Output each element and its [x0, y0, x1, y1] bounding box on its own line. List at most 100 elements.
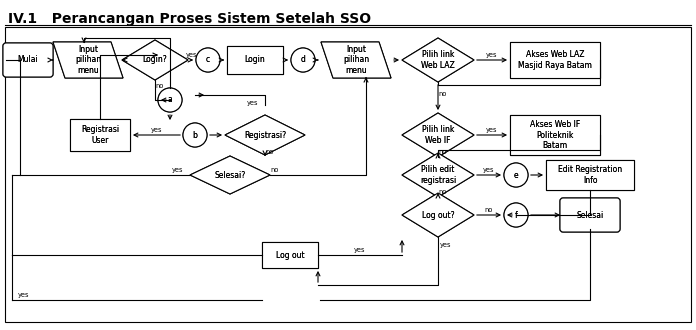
Text: e: e: [514, 171, 519, 180]
Polygon shape: [402, 153, 474, 197]
Circle shape: [291, 48, 315, 72]
Polygon shape: [321, 42, 391, 78]
Text: no: no: [485, 207, 493, 213]
Text: Pilih link
Web IF: Pilih link Web IF: [422, 125, 454, 145]
Text: Input
pilihan
menu: Input pilihan menu: [343, 45, 369, 75]
Bar: [510, 42, 600, 78]
Text: Registrasi?: Registrasi?: [244, 130, 286, 140]
Bar: [227, 46, 283, 74]
Bar: [510, 115, 600, 155]
Text: Log out?: Log out?: [422, 211, 454, 219]
Circle shape: [504, 163, 528, 187]
Text: no: no: [156, 83, 164, 89]
Text: Login: Login: [244, 55, 265, 64]
Text: Akses Web LAZ
Masjid Raya Batam: Akses Web LAZ Masjid Raya Batam: [518, 50, 592, 70]
Polygon shape: [122, 40, 188, 80]
Bar: [70, 119, 130, 151]
Text: c: c: [206, 55, 210, 64]
Text: Selesai?: Selesai?: [214, 171, 246, 180]
Text: no: no: [438, 189, 448, 195]
Text: yes: yes: [487, 127, 498, 133]
Text: a: a: [168, 95, 173, 105]
Text: Registrasi
User: Registrasi User: [81, 125, 119, 145]
Text: Mulai: Mulai: [17, 55, 38, 64]
Polygon shape: [402, 113, 474, 157]
Text: no: no: [438, 149, 448, 155]
Polygon shape: [225, 115, 305, 155]
Text: Input
pilihan
menu: Input pilihan menu: [343, 45, 369, 75]
Text: yes: yes: [487, 52, 498, 58]
Polygon shape: [190, 156, 270, 194]
Text: d: d: [301, 55, 306, 64]
Text: no: no: [266, 149, 274, 155]
Text: Registrasi?: Registrasi?: [244, 130, 286, 140]
Text: b: b: [193, 130, 198, 140]
Bar: [510, 42, 600, 78]
Text: yes: yes: [151, 127, 162, 133]
Text: Login?: Login?: [143, 55, 167, 64]
Text: Input
pilihan
menu: Input pilihan menu: [75, 45, 101, 75]
Circle shape: [196, 48, 220, 72]
Text: yes: yes: [247, 100, 259, 106]
Text: f: f: [514, 211, 517, 219]
Text: yes: yes: [187, 52, 198, 58]
Bar: [262, 242, 318, 268]
Text: Akses Web IF
Politeknik
Batam: Akses Web IF Politeknik Batam: [530, 120, 580, 150]
Text: Akses Web IF
Politeknik
Batam: Akses Web IF Politeknik Batam: [530, 120, 580, 150]
FancyBboxPatch shape: [560, 198, 620, 232]
FancyBboxPatch shape: [3, 43, 53, 77]
Text: Log out: Log out: [276, 250, 304, 259]
Text: Pilih link
Web IF: Pilih link Web IF: [422, 125, 454, 145]
Text: Input
pilihan
menu: Input pilihan menu: [75, 45, 101, 75]
Text: no: no: [271, 167, 279, 173]
Circle shape: [183, 123, 207, 147]
Bar: [546, 160, 634, 190]
Circle shape: [183, 123, 207, 147]
Text: IV.1   Perancangan Proses Sistem Setelah SSO: IV.1 Perancangan Proses Sistem Setelah S…: [8, 12, 371, 26]
Text: Pilih link
Web LAZ: Pilih link Web LAZ: [421, 50, 455, 70]
Circle shape: [504, 163, 528, 187]
Text: a: a: [168, 95, 173, 105]
Circle shape: [158, 88, 182, 112]
Text: b: b: [193, 130, 198, 140]
Text: Pilih link
Web LAZ: Pilih link Web LAZ: [421, 50, 455, 70]
Bar: [546, 160, 634, 190]
Text: Pilih edit
registrasi: Pilih edit registrasi: [420, 165, 456, 185]
Text: d: d: [301, 55, 306, 64]
Polygon shape: [402, 113, 474, 157]
Text: Log out?: Log out?: [422, 211, 454, 219]
Polygon shape: [53, 42, 123, 78]
Text: Edit Registration
Info: Edit Registration Info: [558, 165, 622, 185]
Text: no: no: [438, 91, 448, 97]
Text: yes: yes: [441, 242, 452, 248]
Circle shape: [158, 88, 182, 112]
Polygon shape: [402, 153, 474, 197]
Polygon shape: [122, 40, 188, 80]
Text: yes: yes: [483, 167, 495, 173]
Bar: [510, 115, 600, 155]
Circle shape: [504, 203, 528, 227]
Circle shape: [291, 48, 315, 72]
Circle shape: [504, 203, 528, 227]
Text: Log out: Log out: [276, 250, 304, 259]
Text: Login?: Login?: [143, 55, 167, 64]
Text: yes: yes: [354, 247, 366, 253]
Circle shape: [196, 48, 220, 72]
Polygon shape: [402, 193, 474, 237]
Text: e: e: [514, 171, 519, 180]
Text: f: f: [514, 211, 517, 219]
Bar: [70, 119, 130, 151]
Polygon shape: [190, 156, 270, 194]
Polygon shape: [225, 115, 305, 155]
Text: Selesai?: Selesai?: [214, 171, 246, 180]
Polygon shape: [402, 38, 474, 82]
FancyBboxPatch shape: [560, 198, 620, 232]
Text: Selesai: Selesai: [576, 211, 603, 219]
Text: Selesai: Selesai: [576, 211, 603, 219]
Text: Pilih edit
registrasi: Pilih edit registrasi: [420, 165, 456, 185]
Text: Akses Web LAZ
Masjid Raya Batam: Akses Web LAZ Masjid Raya Batam: [518, 50, 592, 70]
Bar: [5, 27, 691, 322]
Polygon shape: [402, 38, 474, 82]
Polygon shape: [53, 42, 123, 78]
Text: Login: Login: [244, 55, 265, 64]
